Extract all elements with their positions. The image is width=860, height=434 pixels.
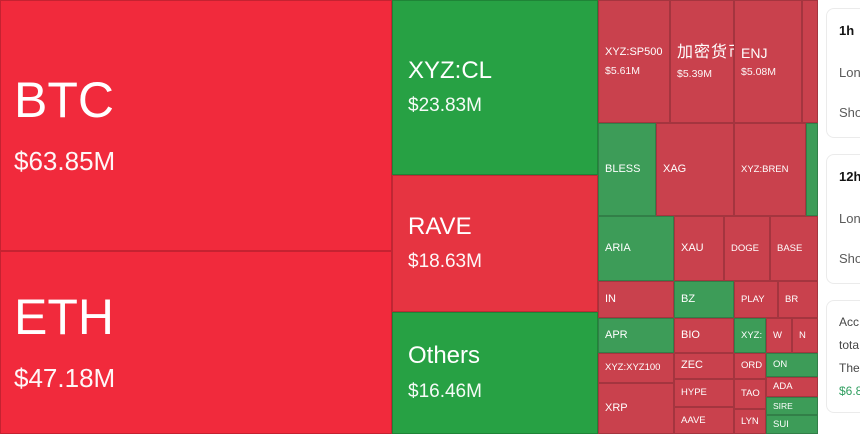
tile-value: $23.83M (408, 95, 482, 117)
tile-xyz-bren[interactable]: XYZ:BREN (734, 123, 806, 216)
tile-eth[interactable]: ETH $47.18M (0, 251, 392, 434)
tile-symbol: W (773, 329, 782, 341)
tile-symbol: XYZ:CL (408, 56, 493, 84)
tile-xrp[interactable]: XRP (598, 383, 674, 434)
tile-aave[interactable]: AAVE (674, 407, 734, 434)
tile-symbol: AAVE (681, 414, 706, 426)
long-row: Long (839, 65, 860, 80)
tile-ada[interactable]: ADA (766, 377, 818, 397)
tile-value: $18.63M (408, 251, 482, 273)
short-row: Short (839, 251, 860, 266)
tile-xyz-cl[interactable]: XYZ:CL $23.83M (392, 0, 598, 175)
tile-xag[interactable]: XAG (656, 123, 734, 216)
summary-card: Acc tota The $6.8 (826, 300, 860, 413)
tile-btc[interactable]: BTC $63.85M (0, 0, 392, 251)
tile-symbol: SUI (773, 418, 789, 430)
tile-play[interactable]: PLAY (734, 281, 778, 318)
tile-symbol: XYZ: (741, 329, 763, 341)
tile-symbol: ON (773, 359, 788, 371)
tile-symbol: APR (605, 328, 628, 341)
tile-symbol: XYZ:SP500 (605, 46, 663, 59)
tile-hype[interactable]: HYPE (674, 379, 734, 407)
tile-symbol: 加密货币 (677, 44, 734, 62)
tile-lyn[interactable]: LYN (734, 409, 766, 434)
tile-ord[interactable]: ORD (734, 353, 766, 379)
tile-in[interactable]: IN (598, 281, 674, 318)
tile-xyz-sp500[interactable]: XYZ:SP500 $5.61M (598, 0, 670, 123)
summary-line: tota (839, 338, 860, 352)
tile-cjk-token[interactable]: 加密货币 $5.39M (670, 0, 734, 123)
tile-symbol: ADA (773, 381, 793, 393)
tile-value: $5.61M (605, 64, 641, 77)
tile-symbol: IN (605, 292, 616, 305)
tile-symbol: TAO (741, 388, 760, 400)
tile-doge[interactable]: DOGE (724, 216, 770, 281)
tile-xyz-partial[interactable]: XYZ: (734, 318, 766, 353)
tile-symbol: XRP (605, 401, 628, 414)
tile-value: $5.39M (677, 67, 713, 80)
tile-base[interactable]: BASE (770, 216, 818, 281)
tile-symbol: SIRE (773, 400, 793, 411)
tile-symbol: DOGE (731, 242, 759, 254)
tile-br[interactable]: BR (778, 281, 818, 318)
tile-symbol: BASE (777, 242, 803, 254)
tile-symbol: Others (408, 342, 481, 370)
tile-zec[interactable]: ZEC (674, 353, 734, 379)
tile-xau[interactable]: XAU (674, 216, 724, 281)
tile-w[interactable]: W (766, 318, 792, 353)
tile-edge-red[interactable] (802, 0, 818, 123)
tile-symbol: ORD (741, 360, 763, 372)
tile-tao[interactable]: TAO (734, 379, 766, 409)
summary-line: Acc (839, 315, 860, 329)
tile-n[interactable]: N (792, 318, 818, 353)
timeframe-card-1h: 1h Long Short (826, 8, 860, 138)
tile-symbol: XYZ:XYZ100 (605, 362, 661, 374)
tile-symbol: ARIA (605, 241, 631, 254)
timeframe-label: 1h (839, 23, 855, 38)
tile-apr[interactable]: APR (598, 318, 674, 353)
tile-symbol: XYZ:BREN (741, 163, 789, 175)
tile-value: $47.18M (14, 363, 116, 394)
liquidation-treemap: BTC $63.85M ETH $47.18M XYZ:CL $23.83M R… (0, 0, 818, 434)
tile-symbol: PLAY (741, 293, 765, 305)
tile-symbol: BR (785, 293, 799, 305)
tile-symbol: BIO (681, 328, 700, 341)
short-row: Short (839, 105, 860, 120)
summary-line: The (839, 361, 860, 375)
tile-symbol: ENJ (741, 44, 768, 61)
tile-on[interactable]: ON (766, 353, 818, 377)
tile-value: $63.85M (14, 146, 116, 177)
tile-symbol: BLESS (605, 162, 641, 175)
tile-bio[interactable]: BIO (674, 318, 734, 353)
tile-symbol: HYPE (681, 387, 707, 399)
timeframe-sidebar: 1h Long Short 12h Long Short Acc tota Th… (826, 8, 860, 429)
timeframe-label: 12h (839, 169, 860, 184)
tile-enj[interactable]: ENJ $5.08M (734, 0, 802, 123)
timeframe-card-12h: 12h Long Short (826, 154, 860, 284)
tile-aria[interactable]: ARIA (598, 216, 674, 281)
tile-sui[interactable]: SUI (766, 415, 818, 434)
tile-edge-green[interactable] (806, 123, 818, 216)
summary-amount: $6.8 (839, 384, 860, 398)
tile-bz[interactable]: BZ (674, 281, 734, 318)
tile-symbol: XAU (681, 241, 704, 254)
tile-rave[interactable]: RAVE $18.63M (392, 175, 598, 312)
tile-bless[interactable]: BLESS (598, 123, 656, 216)
tile-others[interactable]: Others $16.46M (392, 312, 598, 434)
tile-value: $5.08M (741, 66, 777, 79)
tile-symbol: ETH (14, 288, 114, 345)
tile-symbol: ZEC (681, 359, 703, 372)
tile-symbol: RAVE (408, 212, 472, 240)
long-row: Long (839, 211, 860, 226)
tile-symbol: BZ (681, 292, 696, 305)
tile-sire[interactable]: SIRE (766, 397, 818, 415)
tile-xyz-xyz100[interactable]: XYZ:XYZ100 (598, 353, 674, 383)
tile-symbol: LYN (741, 415, 759, 427)
tile-symbol: XAG (663, 162, 687, 175)
tile-symbol: N (799, 329, 806, 341)
tile-value: $16.46M (408, 380, 482, 402)
tile-symbol: BTC (14, 71, 114, 128)
